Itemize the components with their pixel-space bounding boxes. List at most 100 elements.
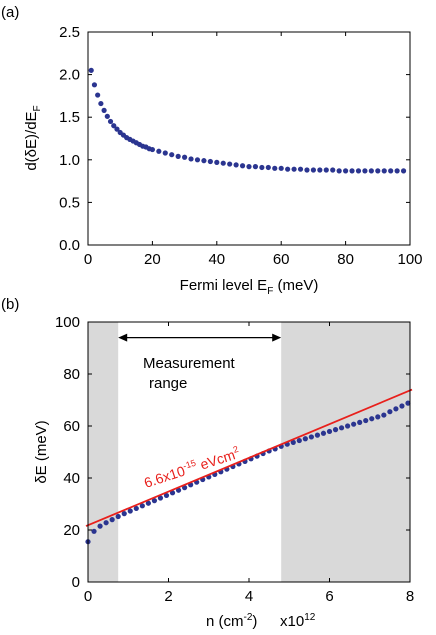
data-point bbox=[169, 490, 176, 496]
measurement-range-label-line1: Measurement bbox=[143, 355, 236, 372]
data-point bbox=[297, 166, 304, 172]
data-point bbox=[304, 167, 310, 173]
y-tick-label: 40 bbox=[63, 470, 80, 487]
measurement-range-label-line2: range bbox=[149, 375, 187, 392]
data-point bbox=[104, 113, 110, 119]
data-point bbox=[394, 168, 400, 174]
x-tick-label: 60 bbox=[273, 251, 290, 268]
data-point bbox=[310, 167, 316, 173]
y-tick-label: 2.0 bbox=[59, 67, 80, 84]
data-point bbox=[220, 160, 226, 166]
data-point bbox=[357, 419, 363, 425]
shaded-region-1 bbox=[88, 322, 119, 582]
arrow-left-head-icon bbox=[118, 333, 128, 342]
data-point bbox=[336, 168, 342, 174]
data-point bbox=[91, 528, 97, 534]
data-point bbox=[98, 100, 104, 107]
data-point bbox=[239, 163, 246, 169]
y-tick-label: 0 bbox=[72, 574, 80, 591]
data-point bbox=[151, 498, 158, 504]
panel-b-y-axis-label: δE (meV) bbox=[33, 420, 50, 483]
linear-fit-line bbox=[85, 388, 413, 527]
x-tick-label: 0 bbox=[84, 251, 92, 268]
x-tick-label: 80 bbox=[337, 251, 354, 268]
data-point bbox=[345, 423, 351, 429]
data-point bbox=[302, 436, 308, 442]
data-point bbox=[115, 513, 121, 520]
x-tick-label: 100 bbox=[397, 251, 422, 268]
data-point bbox=[343, 168, 349, 174]
data-point bbox=[97, 523, 103, 529]
panel-label-b: (b) bbox=[1, 296, 19, 313]
data-point bbox=[214, 159, 220, 165]
panel-a-axes-box bbox=[87, 31, 411, 246]
data-point bbox=[103, 520, 109, 526]
panel-label-a: (a) bbox=[1, 4, 19, 21]
data-point bbox=[163, 492, 170, 499]
panel-b-shaded-regions bbox=[88, 322, 410, 582]
data-point bbox=[351, 421, 357, 427]
data-point bbox=[285, 166, 291, 172]
data-point bbox=[375, 414, 381, 420]
data-point bbox=[252, 164, 259, 170]
data-point bbox=[107, 118, 114, 125]
data-point bbox=[133, 505, 139, 512]
data-point bbox=[326, 428, 333, 435]
data-point bbox=[381, 168, 387, 174]
data-point bbox=[127, 508, 133, 514]
data-point bbox=[233, 162, 239, 168]
data-point bbox=[265, 164, 271, 171]
data-point bbox=[182, 154, 188, 160]
y-tick-label: 1.0 bbox=[59, 152, 80, 169]
data-point bbox=[259, 164, 265, 171]
data-point bbox=[405, 400, 411, 406]
data-point bbox=[139, 503, 145, 509]
data-point bbox=[381, 412, 387, 418]
data-point bbox=[338, 425, 345, 431]
data-point bbox=[387, 409, 393, 415]
shaded-region-2 bbox=[281, 322, 410, 582]
data-point bbox=[355, 168, 362, 174]
data-point bbox=[296, 437, 302, 444]
data-point bbox=[399, 403, 405, 409]
panel-b-x-axis-label: n (cm-2) bbox=[206, 612, 257, 630]
data-point bbox=[114, 126, 120, 132]
data-point bbox=[149, 146, 155, 153]
data-point bbox=[278, 165, 284, 171]
data-point bbox=[362, 168, 368, 174]
data-point bbox=[95, 92, 101, 98]
data-point bbox=[291, 166, 297, 172]
x-tick-label: 0 bbox=[84, 588, 92, 605]
data-point bbox=[400, 168, 407, 174]
x-tick-label: 2 bbox=[164, 588, 172, 605]
x-tick-label: 8 bbox=[406, 588, 414, 605]
panel-a-x-axis-label: Fermi level EF (meV) bbox=[180, 277, 319, 297]
data-point bbox=[393, 406, 399, 412]
data-point bbox=[363, 417, 369, 424]
data-point bbox=[121, 511, 127, 517]
data-point bbox=[227, 161, 233, 167]
y-tick-label: 80 bbox=[63, 366, 80, 383]
y-tick-label: 0.0 bbox=[59, 237, 80, 254]
data-point bbox=[375, 168, 381, 174]
data-point bbox=[388, 168, 394, 174]
data-point bbox=[246, 164, 252, 170]
data-point bbox=[320, 430, 327, 436]
x-tick-label: 20 bbox=[144, 251, 161, 268]
panel-a-data-points bbox=[88, 67, 407, 174]
data-point bbox=[201, 158, 207, 164]
data-point bbox=[188, 156, 194, 162]
data-point bbox=[88, 67, 94, 73]
y-tick-label: 20 bbox=[63, 522, 80, 539]
data-point bbox=[145, 500, 151, 506]
data-point bbox=[91, 82, 98, 88]
data-point bbox=[349, 168, 355, 174]
data-point bbox=[308, 434, 314, 440]
panel-b-x-multiplier: x1012 bbox=[280, 612, 316, 630]
y-tick-label: 0.5 bbox=[59, 194, 80, 211]
data-point bbox=[101, 107, 107, 113]
data-point bbox=[175, 153, 181, 159]
data-point bbox=[317, 167, 323, 173]
data-point bbox=[111, 123, 117, 129]
data-point bbox=[162, 150, 168, 156]
